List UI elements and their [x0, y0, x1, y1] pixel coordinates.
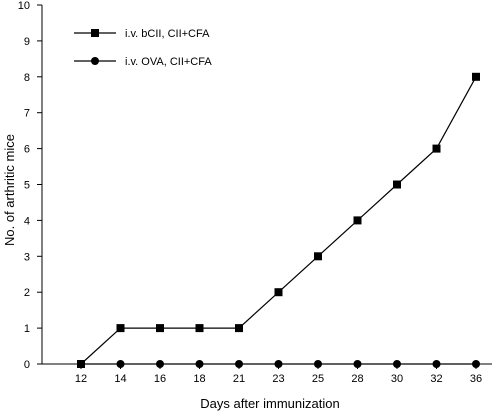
series-2-point: [156, 360, 164, 368]
x-tick-label: 16: [154, 373, 166, 385]
series-1: [77, 72, 480, 368]
x-tick-label: 21: [233, 373, 245, 385]
series-1-point: [274, 288, 283, 297]
y-tick-label: 4: [24, 215, 30, 227]
y-tick-label: 6: [24, 144, 30, 156]
legend-item-1: i.v. bCII, CII+CFA: [74, 28, 210, 40]
series-1-point: [353, 216, 362, 225]
series-2-point: [235, 360, 243, 368]
x-tick-label: 25: [312, 373, 324, 385]
x-tick-label: 30: [391, 373, 403, 385]
series-1-point: [195, 324, 204, 333]
series-2-point: [393, 360, 401, 368]
series-1-point: [235, 324, 243, 333]
series-2-point: [472, 360, 480, 368]
y-tick-label: 10: [18, 0, 30, 12]
x-axis-label: Days after immunization: [200, 396, 339, 411]
y-axis-label: No. of arthritic mice: [2, 134, 17, 246]
y-ticks: 0 1 2 3 4 5 6 7 8 9 10: [18, 0, 42, 371]
legend-item-2: i.v. OVA, CII+CFA: [74, 56, 212, 68]
series-2-point: [432, 360, 441, 368]
legend-label: i.v. bCII, CII+CFA: [125, 28, 210, 40]
series-2-point: [353, 360, 362, 368]
y-tick-label: 0: [24, 359, 30, 371]
x-tick-label: 23: [272, 373, 284, 385]
series-1-point: [314, 252, 322, 261]
y-tick-label: 9: [24, 36, 30, 48]
x-tick-label: 28: [351, 373, 363, 385]
series-group: [77, 72, 480, 368]
series-2: [77, 360, 480, 368]
y-tick-label: 7: [24, 108, 30, 120]
x-tick-label: 14: [114, 373, 126, 385]
series-1-point: [116, 324, 125, 333]
y-tick-label: 8: [24, 72, 30, 84]
x-ticks: 12 14 16 18 21 23 25 28 30 32 36: [75, 364, 482, 385]
series-2-point: [195, 360, 204, 368]
x-tick-label: 18: [193, 373, 205, 385]
legend-marker: [91, 29, 99, 37]
x-tick-label: 12: [75, 373, 87, 385]
y-tick-label: 1: [24, 323, 30, 335]
series-2-point: [116, 360, 125, 368]
series-2-point: [314, 360, 322, 368]
legend-marker: [91, 57, 99, 65]
axes: [41, 5, 492, 365]
x-tick-label: 32: [430, 373, 442, 385]
x-tick-label: 36: [470, 373, 482, 385]
series-1-point: [432, 144, 441, 153]
series-1-point: [472, 72, 480, 81]
series-2-point: [274, 360, 283, 368]
series-1-line: [80, 76, 477, 365]
legend-label: i.v. OVA, CII+CFA: [125, 56, 212, 68]
y-tick-label: 5: [24, 180, 30, 192]
y-tick-label: 3: [24, 251, 30, 263]
y-tick-label: 2: [24, 287, 30, 299]
series-1-point: [393, 180, 401, 189]
series-1-point: [77, 360, 85, 368]
series-1-point: [156, 324, 164, 333]
legend: i.v. bCII, CII+CFA i.v. OVA, CII+CFA: [74, 28, 212, 68]
